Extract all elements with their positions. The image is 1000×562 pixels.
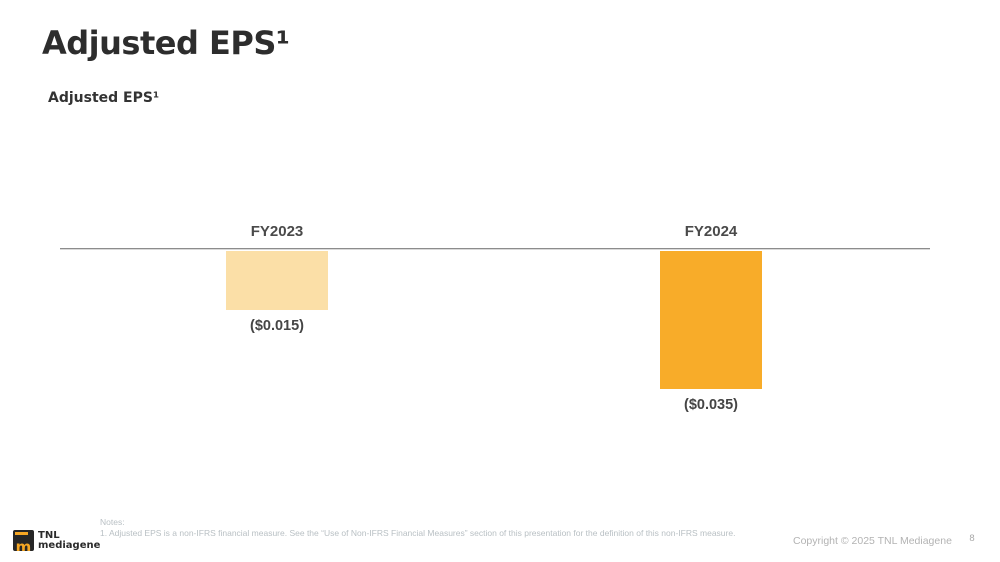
value-label-fy2023: ($0.015) [249, 318, 304, 334]
chart-title: Adjusted EPS¹ [48, 90, 160, 106]
bar-group-fy2024: FY2024 ($0.035) [660, 219, 762, 413]
notes-label: Notes: [100, 517, 125, 527]
page-title: Adjusted EPS¹ [42, 24, 290, 62]
logo-top-band [15, 532, 28, 535]
category-label-fy2024: FY2024 [684, 223, 738, 240]
logo-text-mediagene: mediagene [38, 539, 101, 551]
page-number: 8 [969, 533, 975, 544]
tnl-mediagene-logo-icon: m [13, 530, 34, 551]
note-1: 1. Adjusted EPS is a non-IFRS financial … [100, 528, 736, 538]
bar-fy2023 [226, 251, 328, 310]
logo-m-glyph: m [15, 538, 32, 552]
chart-baseline-axis [60, 248, 930, 250]
copyright-text: Copyright © 2025 TNL Mediagene [793, 535, 952, 547]
footnotes: Notes: 1. Adjusted EPS is a non-IFRS fin… [100, 517, 735, 539]
bar-fy2024 [660, 251, 762, 389]
bar-group-fy2023: FY2023 ($0.015) [226, 219, 328, 334]
category-label-fy2023: FY2023 [250, 223, 304, 240]
logo-text-tnl: TNL [38, 529, 60, 541]
company-logo: m TNL mediagene [13, 530, 100, 551]
value-label-fy2024: ($0.035) [683, 397, 738, 413]
logo-wordmark: TNL mediagene [38, 529, 101, 551]
